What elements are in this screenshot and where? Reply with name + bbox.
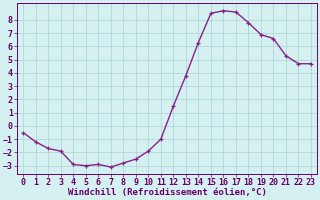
X-axis label: Windchill (Refroidissement éolien,°C): Windchill (Refroidissement éolien,°C) (68, 188, 267, 197)
